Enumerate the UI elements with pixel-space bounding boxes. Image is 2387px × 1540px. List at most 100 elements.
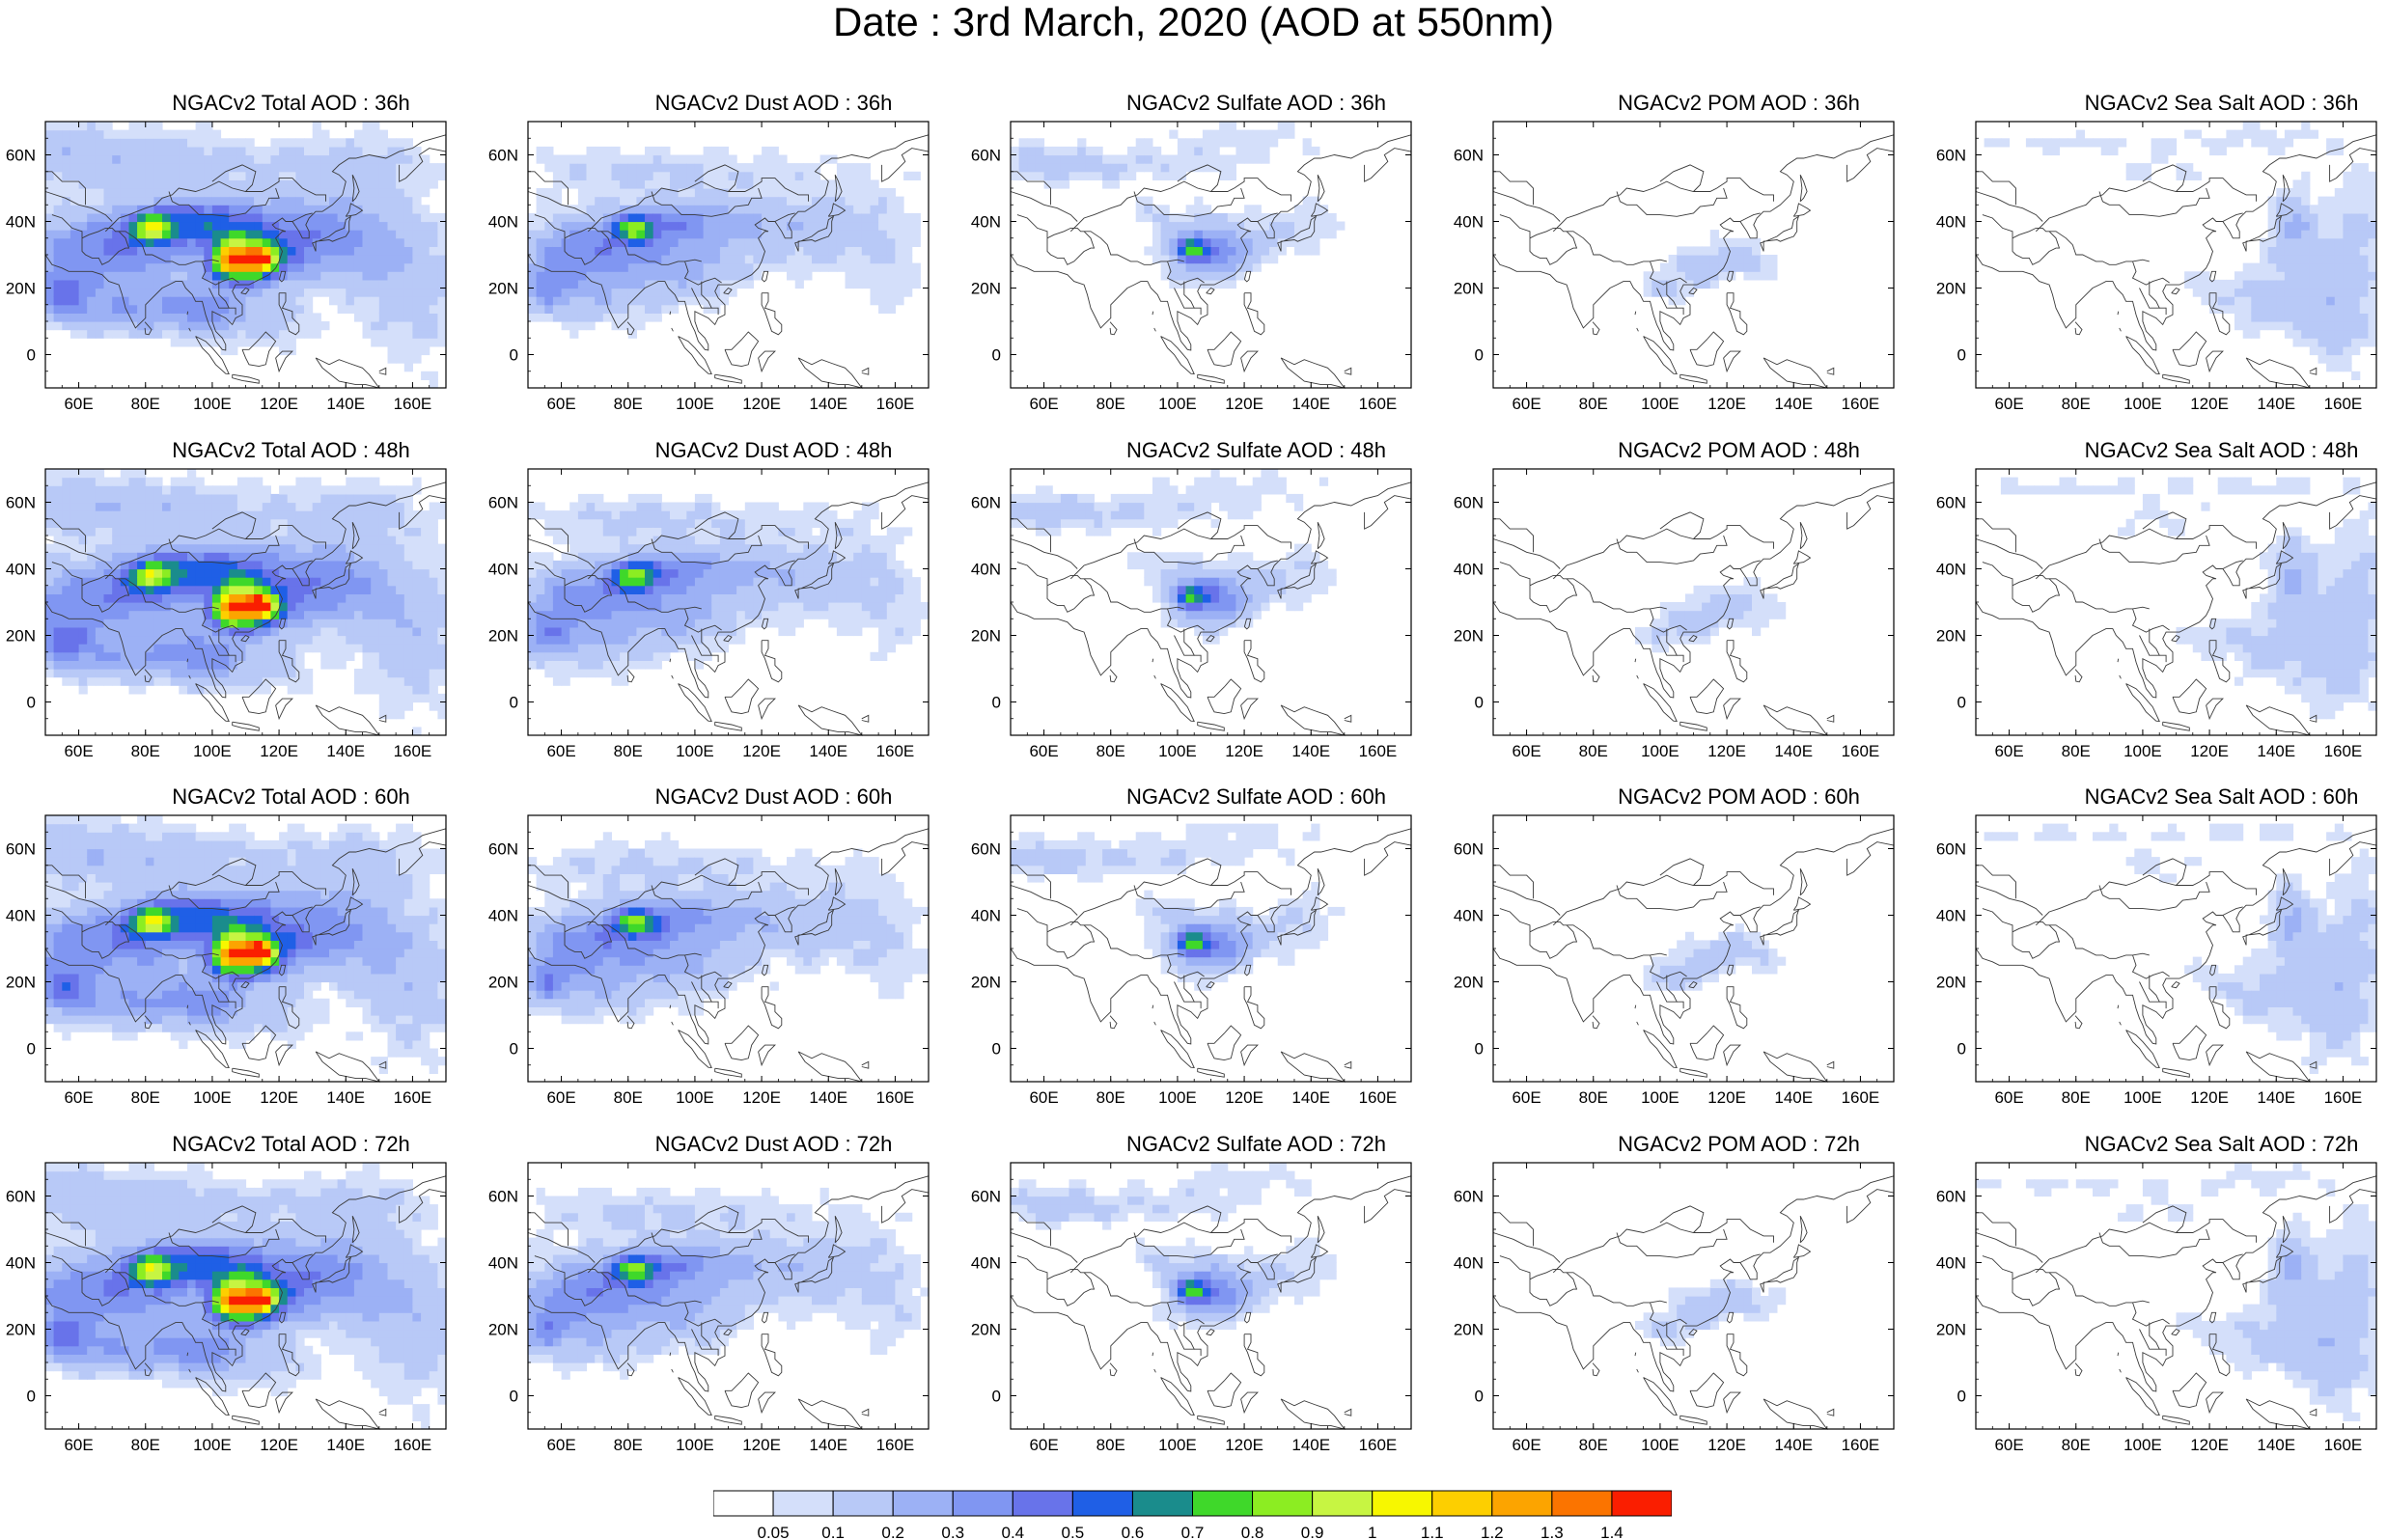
coastline (44, 481, 447, 699)
coastline (278, 618, 287, 630)
map-plot: 60E 80E 100E 120E 140E 160E 60N 40N 20N 0 (1454, 814, 1895, 1107)
coastline (1529, 924, 1578, 959)
coastline (1280, 1051, 1346, 1083)
lat-tick-label: 0 (1957, 694, 1966, 712)
coastline (527, 1232, 596, 1263)
coastline (1650, 606, 1667, 610)
coastline (797, 357, 863, 389)
coastline (724, 678, 760, 715)
coastline (1153, 1021, 1156, 1026)
coastline (758, 350, 776, 373)
lat-tick-label: 60N (1936, 1188, 1966, 1206)
coastline (1364, 148, 1412, 182)
coastline (2245, 1051, 2311, 1083)
panel-title: NGACv2 Dust AOD : 60h (654, 784, 893, 809)
map-area (1492, 815, 1895, 1083)
lon-tick-label: 100E (1641, 1088, 1679, 1107)
coastline (1634, 1352, 1637, 1357)
coastline (51, 214, 83, 238)
coastline (1492, 885, 1561, 916)
lon-tick-label: 100E (676, 1088, 714, 1107)
coastline (1650, 952, 1667, 956)
map-plot: 60E 80E 100E 120E 140E 160E 60N 40N 20N 0 (1936, 814, 2377, 1107)
coastline (1046, 924, 1096, 959)
coastline (1659, 1205, 1705, 1233)
coastline (761, 1334, 783, 1377)
coastline (1257, 212, 1278, 222)
coastline (1975, 828, 2377, 1045)
coastline (1310, 896, 1329, 911)
coastline (834, 175, 843, 203)
coastline (1016, 1255, 1048, 1279)
lat-tick-label: 60N (6, 147, 36, 165)
lat-tick-label: 0 (510, 1388, 518, 1406)
coastline (527, 1175, 930, 1392)
colorbar-label: 1.4 (1600, 1524, 1624, 1540)
lat-tick-label: 20N (6, 974, 36, 992)
lon-tick-label: 100E (2123, 1088, 2162, 1107)
coastline (1826, 714, 1835, 723)
coastline (44, 885, 113, 916)
lat-tick-label: 60N (488, 147, 518, 165)
coastline (528, 518, 569, 553)
coastline (2282, 868, 2290, 896)
coastline (1975, 1175, 2377, 1392)
map-panel-total: NGACv2 Total AOD : 60h 60E 80E 100E 120E 140E… (6, 784, 528, 1132)
coastline (1792, 550, 1812, 564)
coastline (2012, 1272, 2061, 1306)
coastline (691, 975, 712, 1003)
coastline (587, 525, 809, 580)
coastline (1656, 975, 1678, 1003)
coastline (1046, 1272, 1096, 1306)
lat-tick-label: 0 (1957, 1040, 1966, 1059)
panel-title: NGACv2 POM AOD : 48h (1618, 438, 1860, 462)
coastline (278, 640, 300, 683)
coastline (1194, 307, 1202, 316)
coastline (2035, 178, 2257, 233)
lat-tick-label: 20N (971, 627, 1001, 646)
lon-tick-label: 160E (1842, 1436, 1880, 1454)
coastline (724, 1025, 760, 1061)
colorbar-label: 0.1 (821, 1524, 845, 1540)
coastline (1723, 1391, 1741, 1415)
lon-tick-label: 160E (1842, 1088, 1880, 1107)
coastline (51, 562, 83, 586)
coastline (1364, 1189, 1412, 1224)
coastline (1069, 871, 1291, 926)
lon-tick-label: 80E (1579, 1436, 1608, 1454)
lon-tick-label: 140E (326, 742, 365, 760)
coastline (534, 1255, 566, 1279)
coastline (1492, 1232, 1561, 1263)
coastline (312, 563, 352, 599)
colorbar-label: 1.3 (1540, 1524, 1564, 1540)
lat-tick-label: 60N (6, 840, 36, 859)
coastline (669, 311, 672, 316)
coastline (2012, 1268, 2170, 1327)
coastline (378, 367, 387, 375)
coastline (1207, 1372, 1242, 1409)
map-panel-pom: NGACv2 POM AOD : 60h 60E 80E 100E 120E 140E 16… (1454, 784, 1976, 1132)
coastline (351, 868, 360, 896)
map-panel-dust: NGACv2 Dust AOD : 48h 60E 80E 100E 120E 140E 1… (488, 438, 1011, 785)
coastline (1152, 1004, 1154, 1009)
lon-tick-label: 140E (2257, 1088, 2295, 1107)
coastline (1846, 148, 1895, 182)
coastline (2245, 357, 2311, 389)
coastline (678, 336, 712, 375)
figure-title: Date : 3rd March, 2020 (AOD at 550nm) (833, 0, 1554, 44)
coastline (81, 924, 130, 959)
coastline (1499, 908, 1531, 932)
coastline (2117, 311, 2120, 316)
coastline (1344, 367, 1352, 375)
coastline (1659, 858, 1705, 886)
lon-tick-label: 80E (1096, 742, 1125, 760)
lon-tick-label: 80E (131, 395, 160, 413)
coastline (1243, 986, 1265, 1030)
coastline (1552, 525, 1774, 580)
coastline (1739, 1253, 1761, 1263)
lon-tick-label: 100E (1641, 395, 1679, 413)
coastline (1257, 1253, 1278, 1263)
coastline (2171, 980, 2180, 989)
coastline (1799, 868, 1808, 896)
coastline (1160, 1377, 1195, 1416)
